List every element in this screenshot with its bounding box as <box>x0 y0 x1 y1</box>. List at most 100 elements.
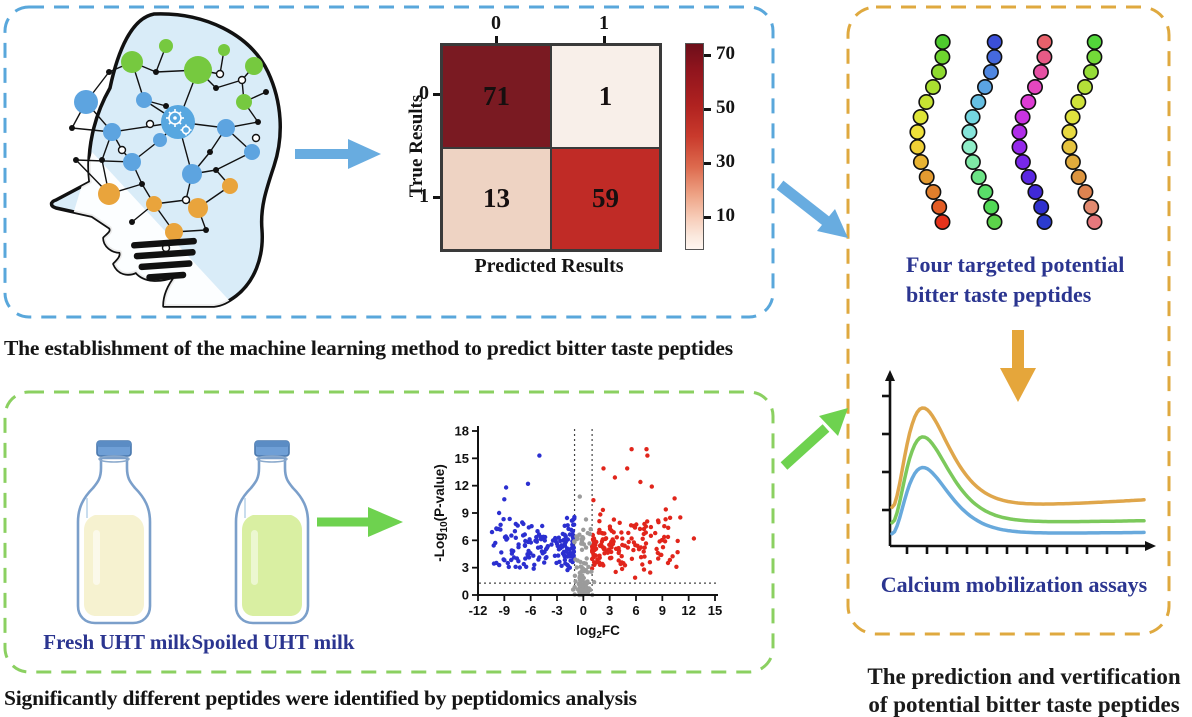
x-axis-arrowhead <box>1145 541 1156 551</box>
svg-text:-12: -12 <box>469 603 488 618</box>
peptide-bead <box>909 139 926 156</box>
bottle-spoiled-milk <box>234 440 310 625</box>
peptide-bead <box>934 48 951 65</box>
network-nodes-green <box>121 39 263 110</box>
peptide-bead <box>1014 154 1031 171</box>
arrow-peptidomics-to-verification <box>780 408 848 470</box>
peptide-chain-3 <box>1011 34 1053 231</box>
bottle-fresh-milk <box>76 440 152 625</box>
head-brain-illustration <box>49 12 282 308</box>
svg-text:12: 12 <box>681 603 695 618</box>
peptide-bead <box>934 34 951 50</box>
peptide-bead <box>918 169 935 186</box>
colorbar-tick <box>704 216 711 219</box>
peptide-bead <box>1077 78 1094 95</box>
peptide-chain-4 <box>1061 34 1103 231</box>
peptide-bead <box>983 199 1000 216</box>
svg-text:18: 18 <box>455 424 469 439</box>
peptide-bead <box>909 124 926 141</box>
calcium-curve-response-high <box>890 406 1146 510</box>
cm-colorbar-ticks: 70 50 30 10 <box>685 43 745 248</box>
svg-text:0: 0 <box>462 588 469 603</box>
cm-colorbar <box>685 43 704 250</box>
assay-label: Calcium mobilization assays <box>880 572 1148 597</box>
cm-top-tick-1 <box>603 36 606 43</box>
calcium-curve-response-low <box>890 465 1146 536</box>
peptide-bead <box>961 139 978 156</box>
peptides-label: Four targeted potential bitter taste pep… <box>906 250 1146 310</box>
y-axis-arrowhead <box>885 370 895 381</box>
peptide-bead <box>1061 139 1078 156</box>
peptide-bead <box>1077 184 1094 201</box>
peptide-bead <box>918 94 935 111</box>
svg-text:-6: -6 <box>525 603 537 618</box>
peptide-bead <box>934 214 951 231</box>
gear-icon <box>166 109 192 136</box>
cm-cell-fn: 13 <box>442 147 551 250</box>
milk-highlight <box>93 530 100 585</box>
peptide-chains <box>909 34 1103 231</box>
peptide-bead <box>1070 169 1087 186</box>
peptide-bead <box>986 48 1003 65</box>
network-nodes-blue <box>74 90 260 184</box>
arrow-bottles-to-volcano <box>317 507 403 537</box>
bottle-glass-outline <box>76 456 152 625</box>
peptide-bead <box>982 63 999 80</box>
svg-text:9: 9 <box>462 506 469 521</box>
peptide-bead <box>931 199 948 216</box>
colorbar-tick-label: 70 <box>716 43 735 64</box>
arrow-ml-to-verification <box>776 180 848 238</box>
volcano-xlabel: log2FC <box>576 623 620 641</box>
peptide-bead <box>1082 63 1099 80</box>
svg-text:12: 12 <box>455 478 469 493</box>
peptide-bead <box>1020 94 1037 111</box>
peptide-bead <box>964 109 981 126</box>
peptide-bead <box>1061 124 1078 141</box>
peptide-bead <box>970 169 987 186</box>
cm-top-tick-0 <box>495 36 498 43</box>
caption-verification-line1: The prediction and vertification <box>867 664 1181 689</box>
peptide-bead <box>1033 199 1050 216</box>
gear-hub <box>161 105 195 139</box>
milk-highlight <box>251 530 258 585</box>
bottle-neck-ring <box>256 455 288 463</box>
peptide-bead <box>912 109 929 126</box>
peptide-bead <box>1027 78 1044 95</box>
svg-text:3: 3 <box>462 560 469 575</box>
peptide-bead <box>1086 48 1103 65</box>
peptidomics-section-box <box>3 390 775 674</box>
cm-left-tick-0 <box>433 93 440 96</box>
volcano-plot: 0 3 6 9 12 15 18 -12 -9 -6 -3 0 3 6 9 12 15 -Log10(P-valu… <box>432 424 722 642</box>
caption-ml: The establishment of the machine learnin… <box>4 336 733 360</box>
cm-left-tick-label-0: 0 <box>419 82 429 104</box>
peptide-bead <box>986 34 1003 50</box>
colorbar-tick-label: 30 <box>716 151 735 172</box>
svg-text:6: 6 <box>462 533 469 548</box>
svg-text:-9: -9 <box>499 603 511 618</box>
bottle-glass-outline <box>234 456 310 625</box>
peptide-bead <box>1036 214 1053 231</box>
peptide-bead <box>977 78 994 95</box>
lightbulb-base-lines <box>131 237 197 281</box>
volcano-ylabel: -Log10(P-value) <box>432 464 450 561</box>
peptide-bead <box>1032 63 1049 80</box>
peptide-bead <box>925 184 942 201</box>
calcium-axes <box>888 378 1148 548</box>
svg-text:15: 15 <box>708 603 722 618</box>
colorbar-tick <box>704 162 711 165</box>
colorbar-tick <box>704 54 711 57</box>
caption-peptidomics: Significantly different peptides were id… <box>4 686 637 710</box>
peptide-bead <box>1014 109 1031 126</box>
calcium-curve-response-mid <box>890 435 1146 525</box>
peptide-bead <box>970 94 987 111</box>
cm-ylabel: True Results <box>406 94 427 198</box>
cm-left-tick-1 <box>433 196 440 199</box>
svg-text:0: 0 <box>580 603 587 618</box>
peptides-label-line1: Four targeted potential <box>906 252 1125 277</box>
cm-top-tick-label-0: 0 <box>491 12 501 34</box>
peptide-bead <box>1070 94 1087 111</box>
peptide-bead <box>1027 184 1044 201</box>
cm-left-tick-label-1: 1 <box>419 185 429 207</box>
arrow-head-to-matrix <box>295 139 381 169</box>
